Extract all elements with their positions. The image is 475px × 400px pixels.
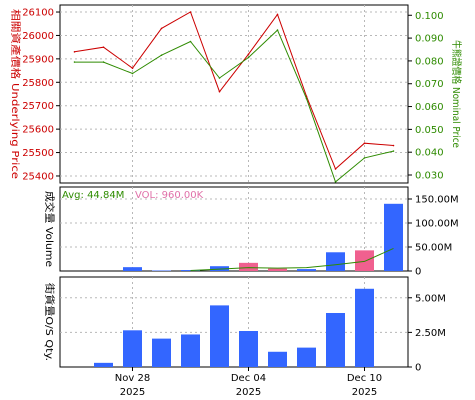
nominal-price-point — [73, 61, 76, 63]
right-axis-tick-label: 0.090 — [415, 34, 444, 45]
underlying-price-line — [74, 11, 394, 170]
x-axis-year-label: 2025 — [236, 387, 261, 398]
nominal-price-point — [363, 157, 366, 159]
nominal-price-line — [74, 29, 394, 183]
nominal-price-point — [160, 54, 163, 57]
nominal-price-point — [276, 29, 279, 31]
underlying-price-point — [218, 90, 221, 93]
right-axis-tick-label: 0.040 — [415, 148, 444, 159]
nominal-price-point — [102, 61, 105, 63]
right-axis-tick-label: 100.00M — [415, 219, 459, 230]
left-axis-tick-label: 25500 — [22, 148, 54, 159]
os-qty-panel-bar — [210, 305, 229, 367]
x-axis-date-label: Nov 28 — [115, 373, 150, 384]
left-axis-tick-label: 26000 — [22, 31, 54, 42]
underlying-price-point — [363, 142, 366, 144]
os-qty-axis-title: 街貨量O/S Qty. — [43, 283, 56, 361]
right-axis-tick-label: 50.00M — [415, 243, 452, 254]
nominal-price-point — [131, 72, 134, 75]
left-axis-tick-label: 26100 — [22, 8, 54, 19]
left-axis-tick-label: 25800 — [22, 78, 54, 89]
nominal-price-point — [247, 56, 250, 59]
right-axis-tick-label: 0.060 — [415, 102, 444, 113]
os-qty-panel-bar — [181, 334, 200, 367]
os-qty-panel-bar — [123, 330, 142, 367]
nominal-price-point — [218, 77, 221, 79]
underlying-price-point — [334, 168, 337, 170]
right-axis-tick-label: 0 — [415, 363, 421, 374]
right-axis-tick-label: 0.080 — [415, 56, 444, 67]
nominal-price-point — [334, 181, 337, 183]
current-volume-label: VOL: 960.00K — [135, 190, 204, 201]
left-axis-tick-label: 25600 — [22, 125, 54, 136]
underlying-price-point — [131, 67, 134, 70]
os-qty-panel-bar — [152, 338, 171, 367]
right-axis-tick-label: 0.070 — [415, 79, 444, 90]
underlying-price-point — [73, 51, 76, 53]
right-axis-tick-label: 5.00M — [415, 293, 446, 304]
volume-panel-bar — [181, 270, 200, 271]
right-axis-tick-label: 2.50M — [415, 328, 446, 339]
right-axis-tick-label: 150.00M — [415, 195, 459, 206]
right-axis-tick-label: 0.100 — [415, 11, 444, 22]
volume-panel-bar — [123, 267, 142, 271]
underlying-price-point — [276, 13, 279, 16]
underlying-price-point — [247, 53, 250, 55]
x-axis-year-label: 2025 — [352, 387, 377, 398]
os-qty-panel-bar — [268, 351, 287, 367]
volume-panel-bar — [384, 203, 403, 271]
volume-panel-bar — [355, 250, 374, 271]
volume-panel-bar — [326, 252, 345, 271]
average-volume-label: Avg: 44.84M — [62, 190, 124, 201]
underlying-price-point — [189, 11, 192, 13]
volume-panel-bar — [268, 268, 287, 271]
right-axis-tick-label: 0.030 — [415, 171, 444, 182]
os-qty-panel-bar — [239, 331, 258, 367]
os-qty-panel-bar — [94, 362, 113, 367]
x-axis-date-label: Dec 04 — [231, 373, 266, 384]
nominal-price-point — [189, 40, 192, 43]
nominal-price-point — [305, 97, 308, 100]
underlying-price-point — [392, 144, 395, 147]
right-axis-title: 牛熊證價格 Nominal Price — [450, 40, 463, 148]
os-qty-panel — [59, 276, 409, 368]
os-qty-panel-bar — [297, 347, 316, 367]
right-axis-tick-label: 0 — [415, 267, 421, 278]
underlying-price-point — [102, 46, 105, 48]
left-axis-tick-label: 25900 — [22, 54, 54, 65]
right-axis-tick-label: 0.050 — [415, 125, 444, 136]
volume-panel-bar — [297, 269, 316, 271]
left-axis-tick-label: 25400 — [22, 171, 54, 182]
x-axis-year-label: 2025 — [120, 387, 145, 398]
left-axis-title: 相關資產價格 Underlying Price — [9, 9, 22, 179]
os-qty-panel-bar — [326, 313, 345, 367]
left-axis-tick-label: 25700 — [22, 101, 54, 112]
nominal-price-point — [392, 150, 395, 152]
os-qty-panel-bar — [355, 288, 374, 367]
price-panel — [59, 4, 409, 184]
x-axis-date-label: Dec 10 — [347, 373, 382, 384]
volume-axis-title: 成交量 Volume — [43, 191, 56, 267]
volume-panel — [59, 186, 409, 272]
average-volume-line — [190, 247, 394, 271]
underlying-price-point — [160, 27, 163, 30]
volume-panel-bar — [239, 262, 258, 271]
